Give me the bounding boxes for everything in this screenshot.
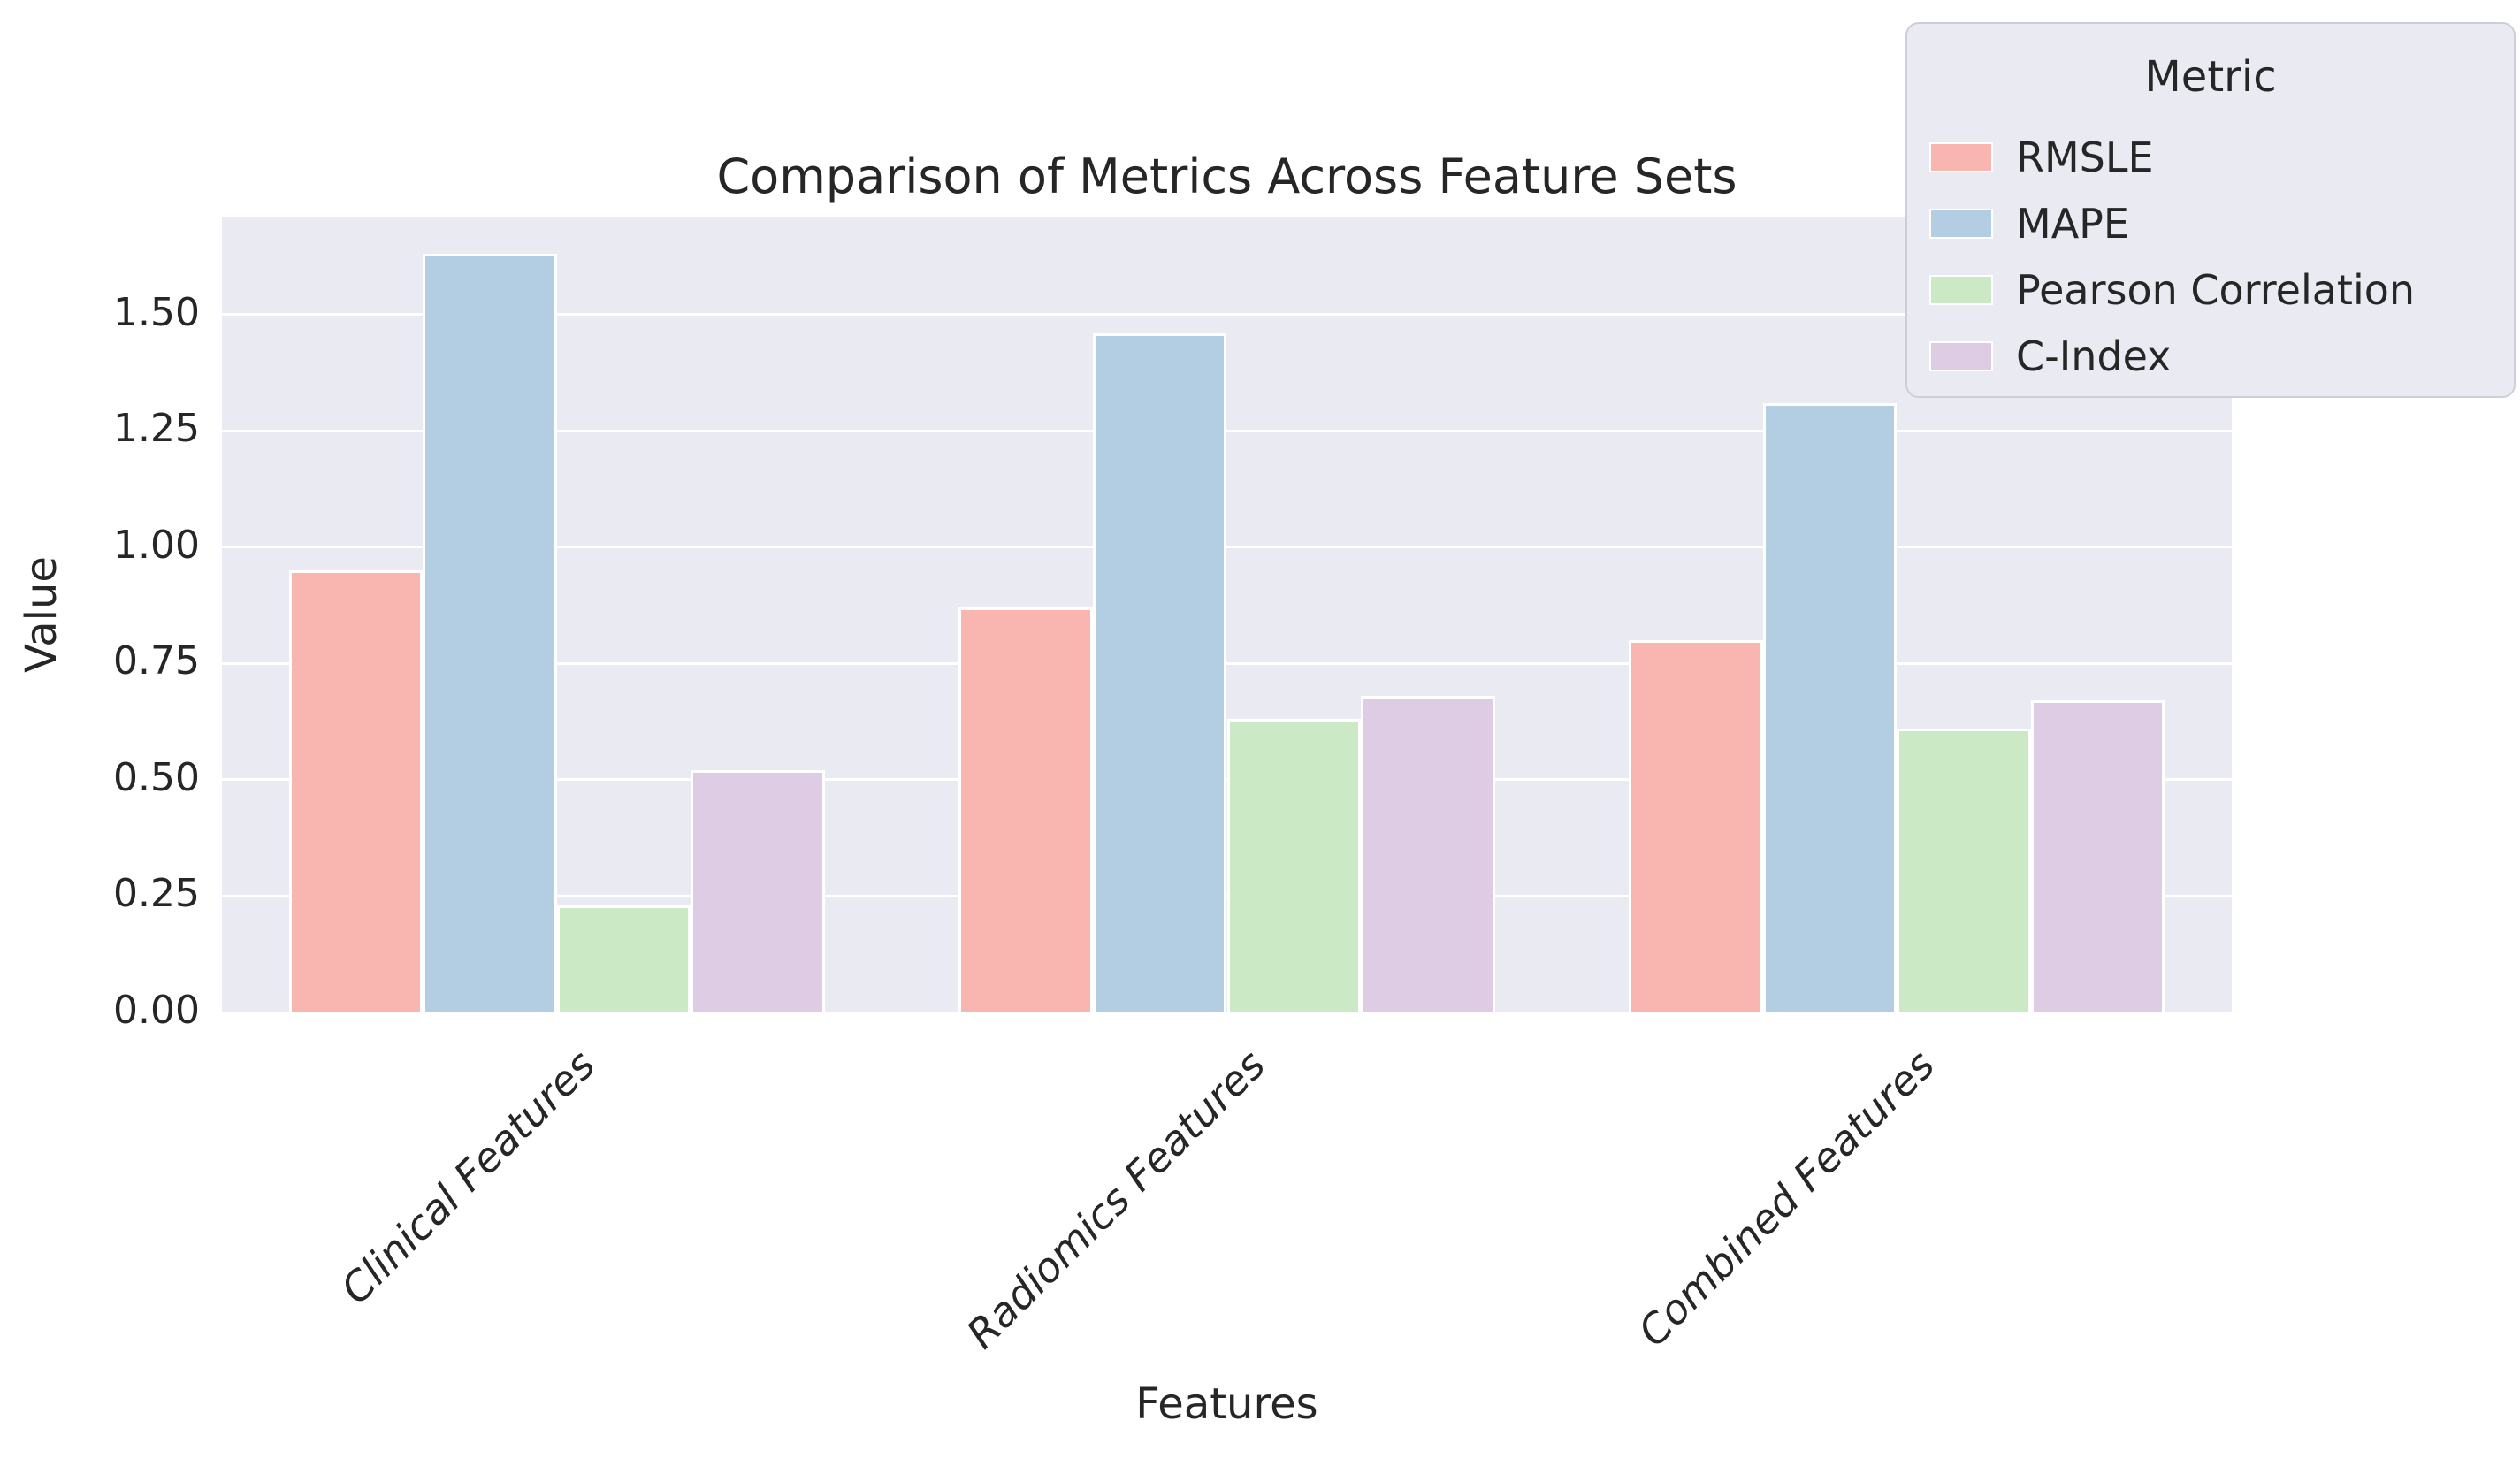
- y-tick-label: 1.25: [113, 406, 200, 452]
- bar-rmsle-2: [958, 607, 1093, 1012]
- bar-pearson-correlation-3: [1897, 728, 2031, 1012]
- chart-title: Comparison of Metrics Across Feature Set…: [716, 149, 1737, 204]
- legend: Metric RMSLE MAPE Pearson Correlation C-Ind…: [1905, 22, 2516, 398]
- y-tick-label: 0.00: [113, 988, 200, 1033]
- legend-item: C-Index: [1929, 323, 2171, 389]
- gridline: [222, 313, 2232, 317]
- bar-pearson-correlation-2: [1226, 719, 1362, 1012]
- legend-title: Metric: [2144, 52, 2277, 102]
- bar-mape-3: [1762, 402, 1898, 1012]
- legend-item: Pearson Correlation: [1929, 256, 2415, 323]
- y-tick-label: 0.50: [113, 754, 200, 800]
- y-tick-label: 1.50: [113, 289, 200, 335]
- legend-swatch-icon: [1929, 208, 1993, 239]
- legend-item-label: Pearson Correlation: [2016, 265, 2416, 314]
- bar-mape-2: [1092, 332, 1227, 1012]
- bar-c-index-2: [1361, 696, 1495, 1012]
- legend-swatch-icon: [1929, 340, 1993, 371]
- bar-pearson-correlation-1: [556, 905, 691, 1012]
- y-tick-label: 0.25: [113, 871, 200, 917]
- bar-c-index-1: [691, 770, 825, 1012]
- legend-item: MAPE: [1929, 190, 2129, 256]
- y-tick-label: 1.00: [113, 522, 200, 568]
- plot-area: [222, 217, 2232, 1012]
- y-tick-label: 0.75: [113, 638, 200, 684]
- legend-item-label: RMSLE: [2016, 133, 2154, 181]
- gridline: [222, 429, 2232, 432]
- gridline: [222, 661, 2232, 665]
- bar-rmsle-1: [288, 570, 424, 1012]
- x-axis-label: Features: [1135, 1379, 1318, 1429]
- legend-item-label: MAPE: [2016, 199, 2129, 248]
- bar-rmsle-3: [1629, 639, 1763, 1012]
- legend-swatch-icon: [1929, 141, 1993, 172]
- gridline: [222, 546, 2232, 549]
- legend-item-label: C-Index: [2016, 332, 2172, 380]
- bar-c-index-3: [2030, 700, 2165, 1012]
- legend-swatch-icon: [1929, 274, 1993, 305]
- bar-mape-1: [423, 254, 557, 1012]
- legend-item: RMSLE: [1929, 124, 2154, 190]
